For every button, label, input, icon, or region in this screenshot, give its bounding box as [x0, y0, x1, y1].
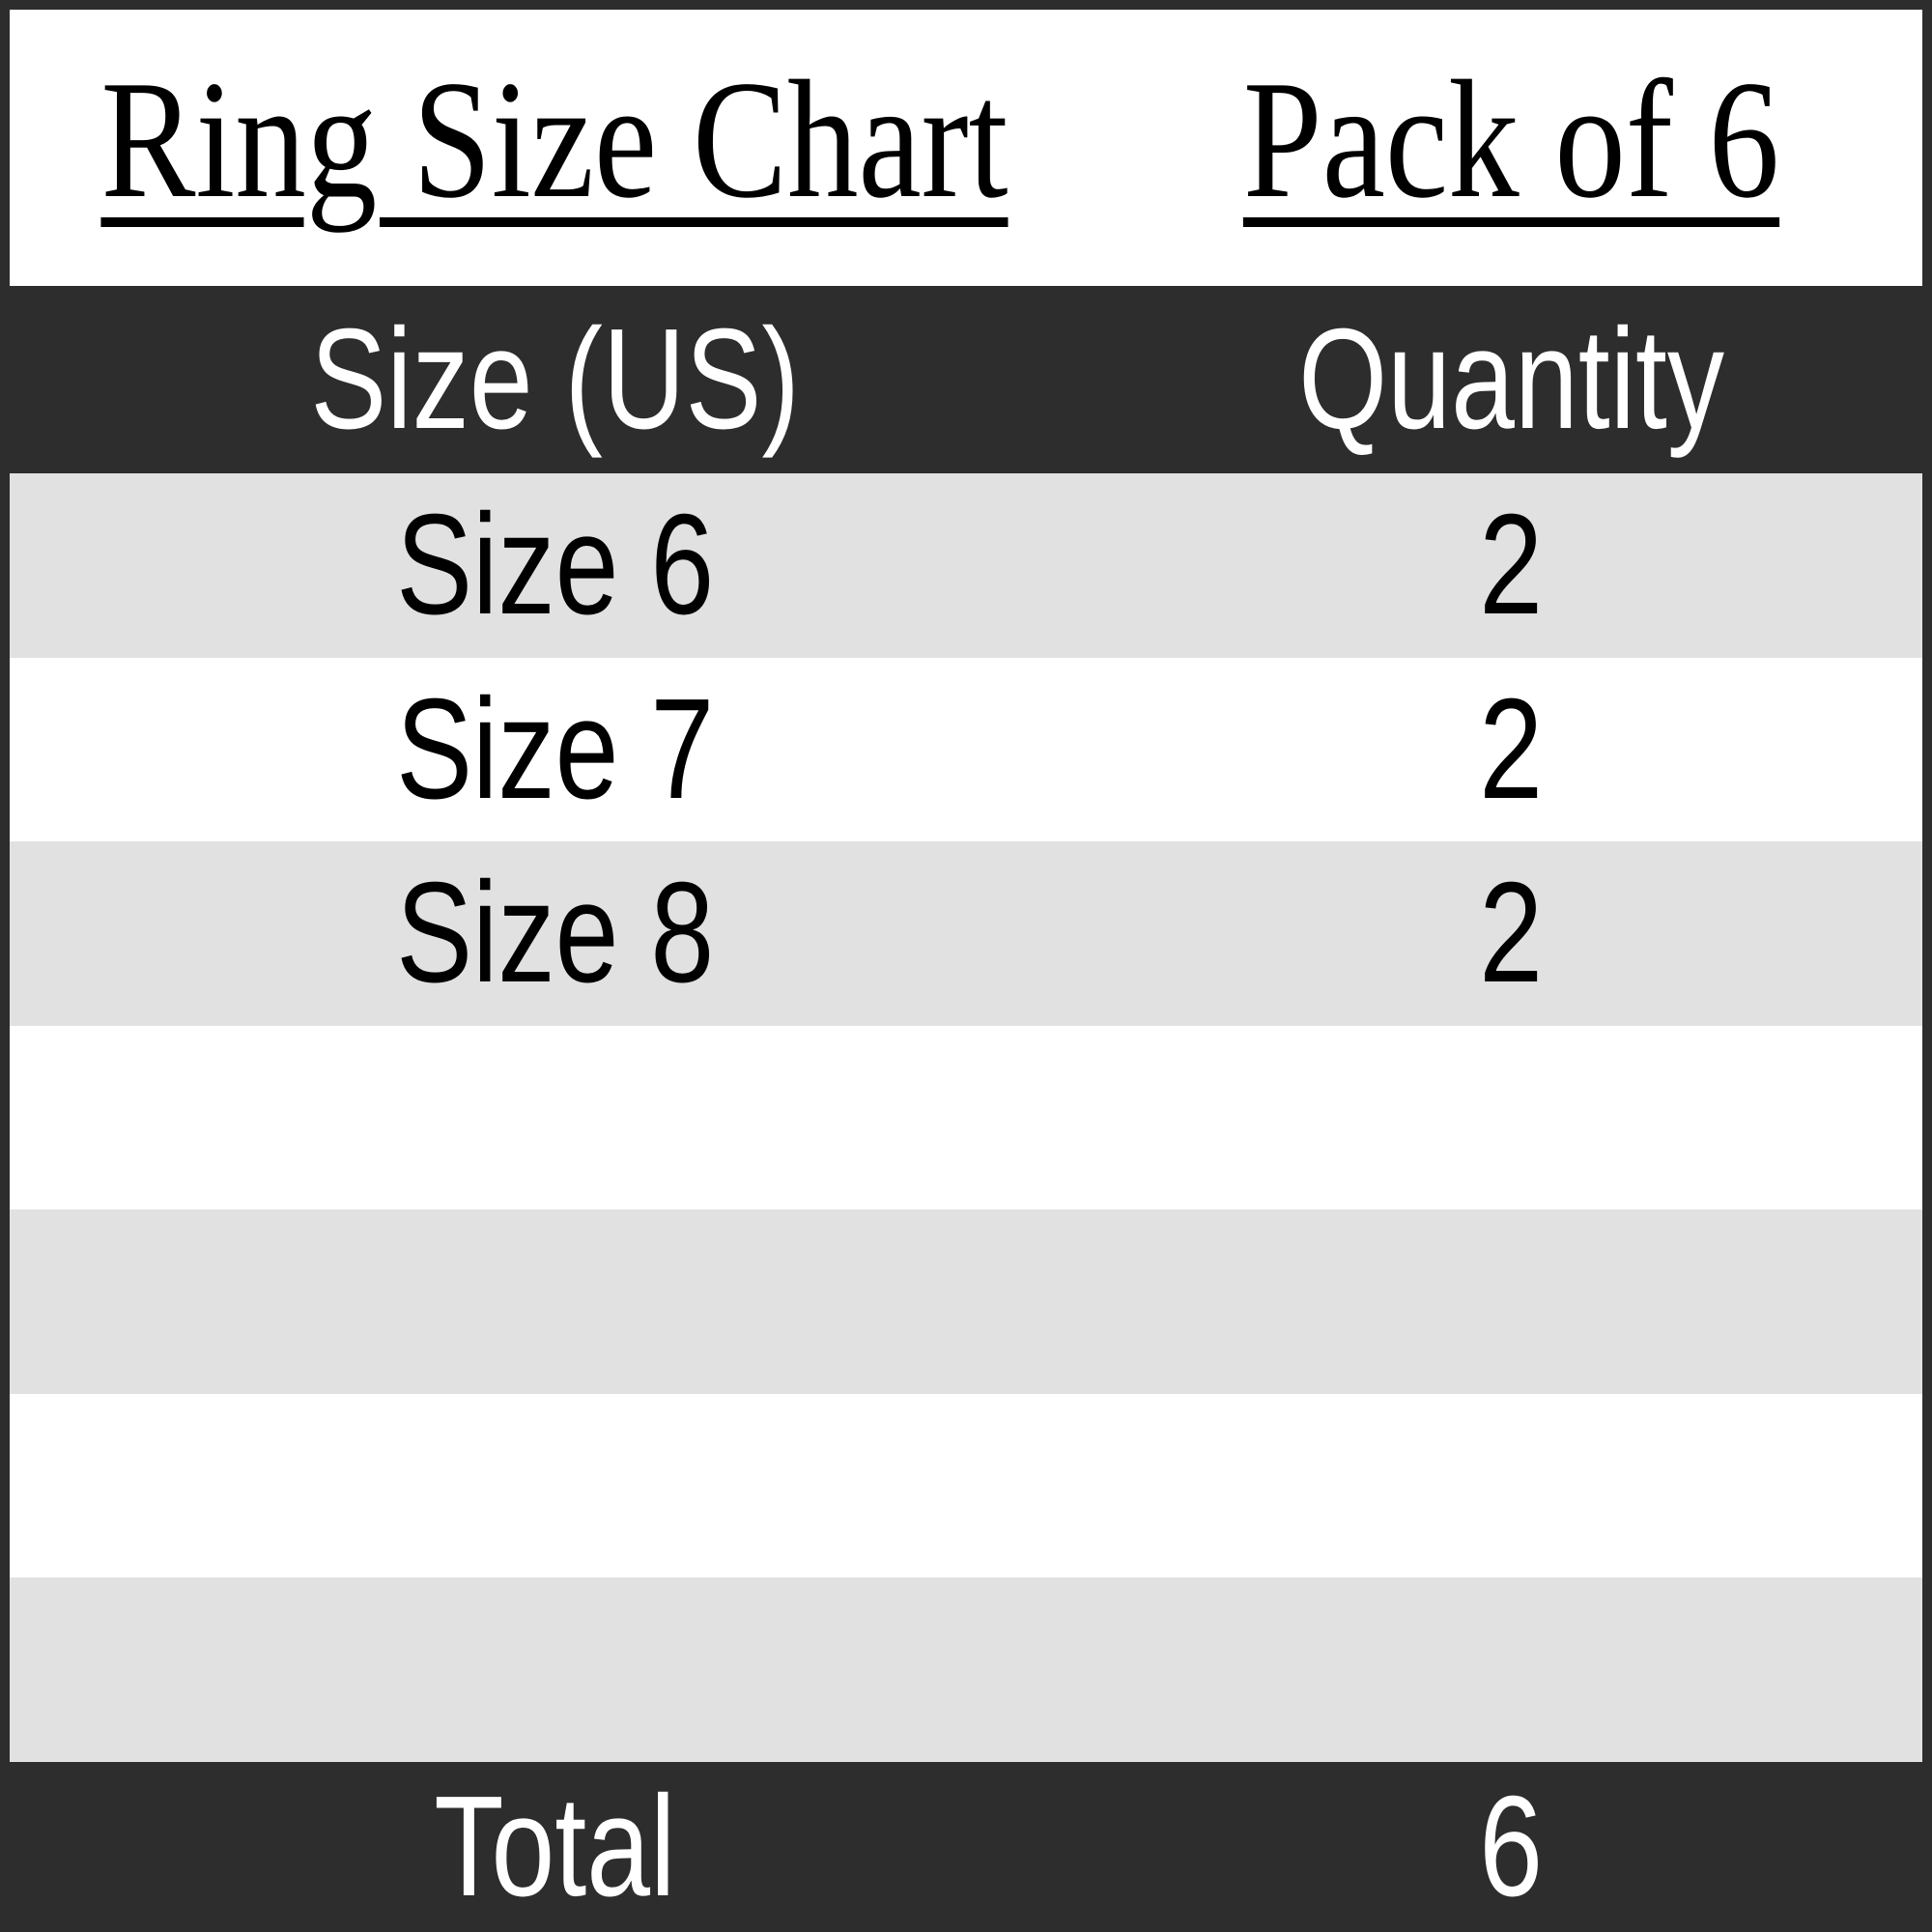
- table-header-row: Size (US) Quantity: [10, 286, 1922, 473]
- size-cell: Size 8: [10, 841, 1100, 1026]
- column-header-quantity: Quantity: [1297, 299, 1724, 459]
- quantity-value: 2: [1479, 485, 1544, 645]
- quantity-cell: [1100, 1577, 1922, 1762]
- pack-subtitle: Pack of 6: [1242, 44, 1779, 233]
- header-cell-quantity: Quantity: [1100, 286, 1922, 473]
- table-row-empty: [10, 1025, 1922, 1210]
- quantity-cell: [1100, 1209, 1922, 1394]
- size-value: Size 6: [395, 485, 714, 645]
- size-value: Size 8: [395, 853, 714, 1013]
- header-cell-size: Size (US): [10, 286, 1100, 473]
- table-row-empty: [10, 1577, 1922, 1763]
- size-cell: Size 7: [10, 658, 1100, 842]
- table-row: Size 8 2: [10, 841, 1922, 1026]
- size-cell: Size 6: [10, 473, 1100, 658]
- size-cell: [10, 1209, 1100, 1394]
- title-right-cell: Pack of 6: [1100, 10, 1922, 269]
- table-row-empty: [10, 1393, 1922, 1578]
- table-row: Size 7 2: [10, 657, 1922, 842]
- total-value-cell: 6: [1100, 1762, 1922, 1932]
- table-row: Size 6 2: [10, 473, 1922, 658]
- size-cell: [10, 1394, 1100, 1578]
- title-left-cell: Ring Size Chart: [10, 10, 1100, 269]
- page-title: Ring Size Chart: [100, 44, 1009, 233]
- quantity-value: 2: [1479, 853, 1544, 1013]
- size-cell: [10, 1577, 1100, 1762]
- quantity-cell: [1100, 1394, 1922, 1578]
- table-body: Size 6 2 Size 7 2 Size 8 2: [10, 473, 1922, 1763]
- size-cell: [10, 1026, 1100, 1210]
- quantity-cell: 2: [1100, 658, 1922, 842]
- quantity-cell: [1100, 1026, 1922, 1210]
- total-value: 6: [1479, 1767, 1544, 1926]
- quantity-value: 2: [1479, 668, 1544, 829]
- title-band: Ring Size Chart Pack of 6: [10, 10, 1922, 286]
- quantity-cell: 2: [1100, 841, 1922, 1026]
- quantity-cell: 2: [1100, 473, 1922, 658]
- size-value: Size 7: [395, 668, 714, 829]
- table-total-row: Total 6: [10, 1762, 1922, 1932]
- column-header-size: Size (US): [310, 299, 800, 459]
- total-label-cell: Total: [10, 1762, 1100, 1932]
- table-row-empty: [10, 1209, 1922, 1394]
- total-label: Total: [434, 1767, 676, 1926]
